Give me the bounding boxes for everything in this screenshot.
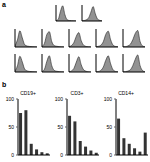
svg-text:100: 100: [104, 97, 113, 102]
svg-text:100: 100: [55, 97, 64, 102]
html-text:CD19+: CD19+: [20, 90, 36, 96]
svg-text:50: 50: [8, 124, 14, 130]
html-text:CD14+: CD14+: [118, 90, 134, 96]
svg-text:50: 50: [57, 124, 63, 130]
html-text:a: a: [2, 1, 6, 8]
svg-text:0: 0: [11, 152, 14, 158]
html-text:b: b: [2, 81, 7, 88]
svg-text:0: 0: [109, 152, 112, 158]
svg-text:0: 0: [60, 152, 63, 158]
svg-text:50: 50: [106, 124, 112, 130]
svg-text:100: 100: [8, 97, 14, 102]
html-text:CD3+: CD3+: [70, 90, 84, 96]
